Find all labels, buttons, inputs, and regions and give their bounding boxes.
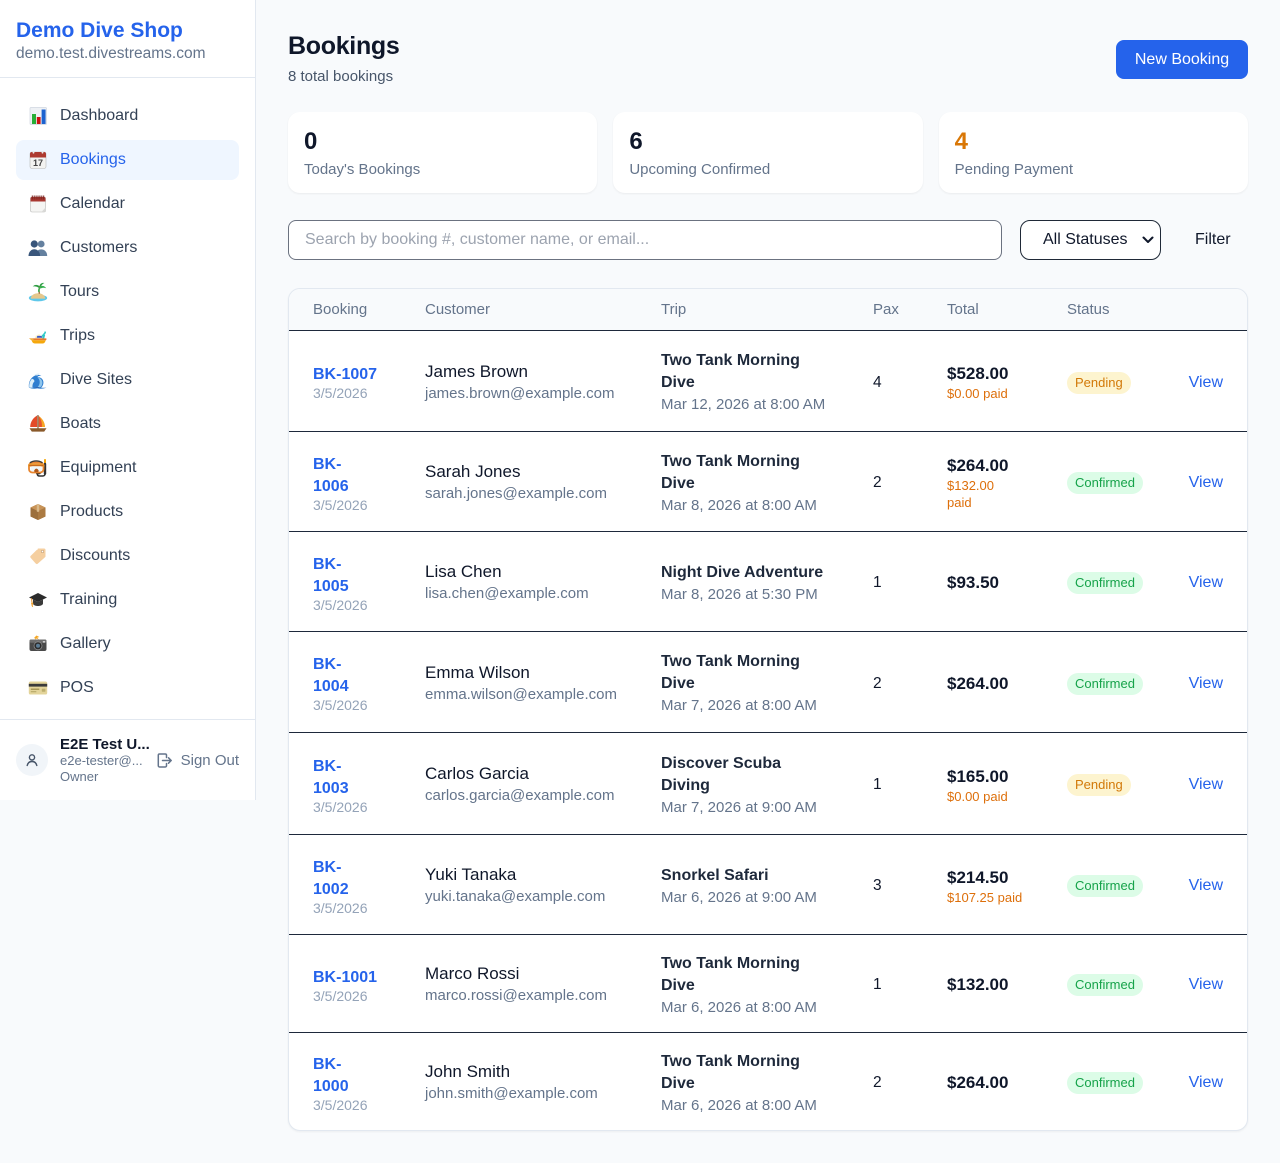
svg-text:17: 17 (33, 158, 43, 168)
